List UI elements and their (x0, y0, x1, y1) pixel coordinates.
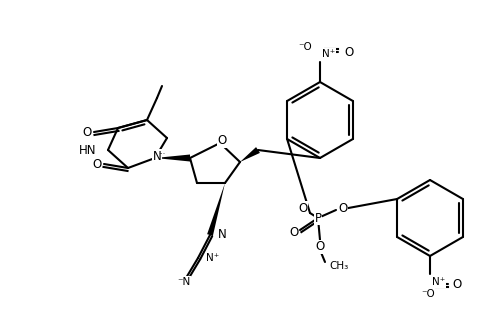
Text: O: O (218, 134, 226, 148)
Text: O: O (316, 241, 324, 253)
Text: ⁻O: ⁻O (298, 42, 312, 52)
Text: ⁻O: ⁻O (421, 289, 435, 299)
Text: O: O (298, 202, 308, 214)
Polygon shape (155, 154, 190, 161)
Text: N⁺: N⁺ (322, 49, 335, 59)
Text: HN: HN (78, 143, 96, 156)
Polygon shape (207, 183, 225, 236)
Text: ⁻N: ⁻N (178, 277, 190, 287)
Text: N⁺: N⁺ (432, 277, 446, 287)
Text: O: O (338, 203, 347, 215)
Text: CH₃: CH₃ (329, 261, 348, 271)
Text: N⁺: N⁺ (206, 253, 219, 263)
Text: O: O (344, 46, 353, 58)
Text: O: O (452, 278, 461, 290)
Text: O: O (290, 225, 298, 239)
Polygon shape (240, 147, 260, 162)
Text: O: O (82, 126, 92, 138)
Text: O: O (92, 158, 102, 171)
Text: N: N (152, 149, 162, 163)
Text: N: N (218, 229, 227, 241)
Text: ···: ··· (158, 150, 165, 159)
Text: P: P (314, 212, 322, 225)
